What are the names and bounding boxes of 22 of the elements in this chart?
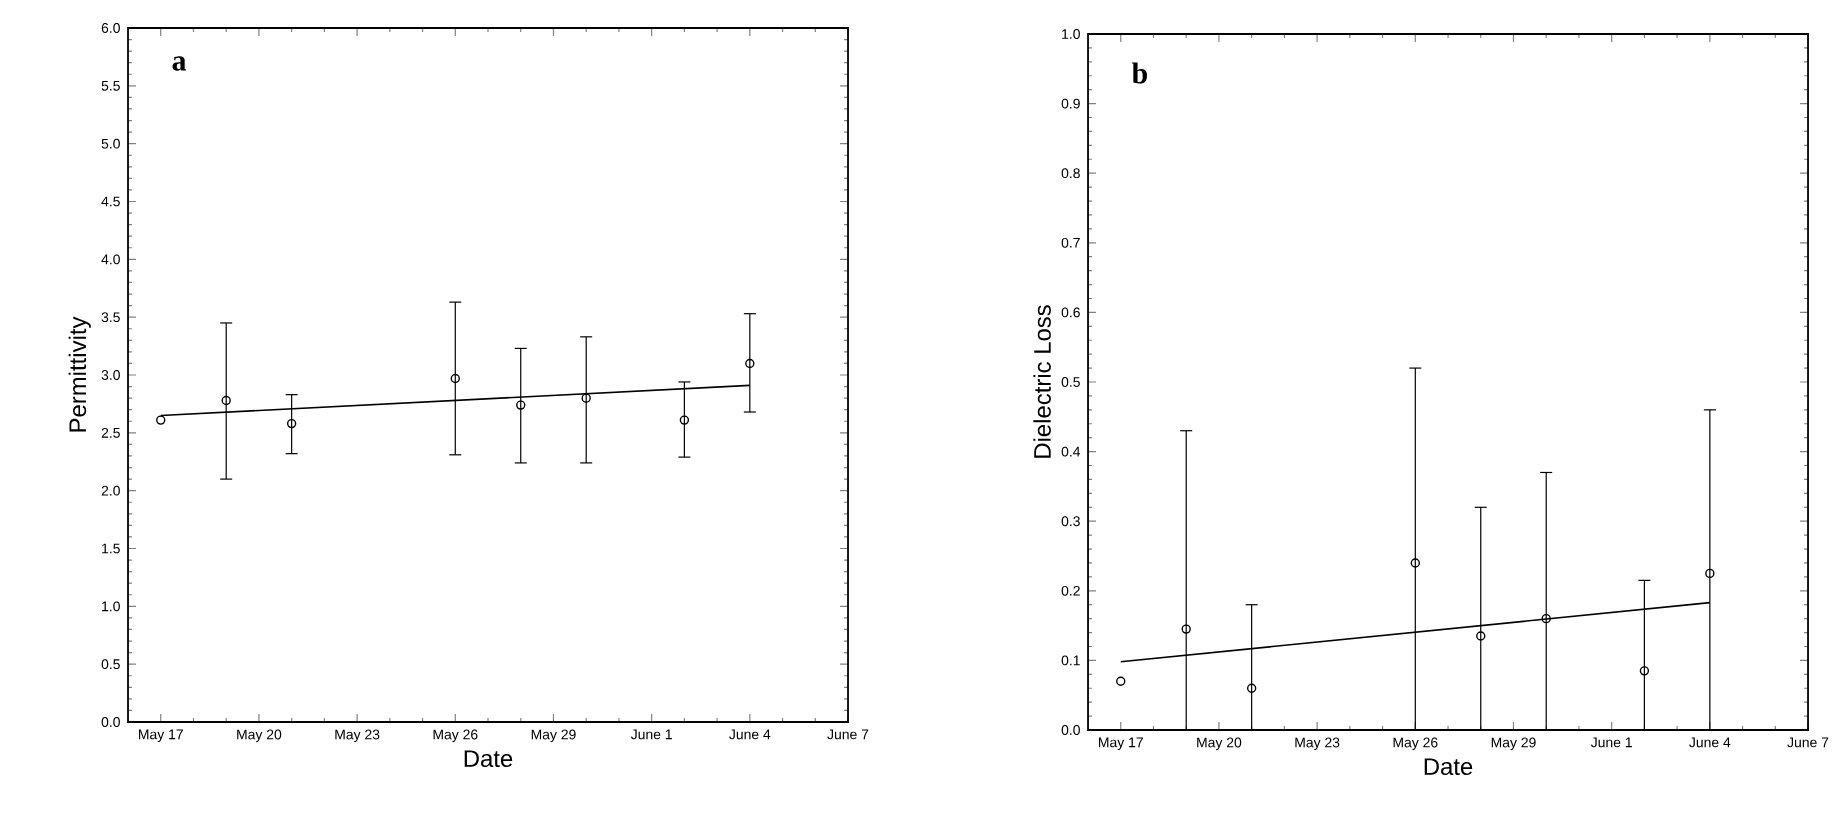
point: [1541, 613, 1551, 624]
point: [1181, 624, 1191, 634]
point: [1246, 683, 1257, 693]
y-axis-title: Permittivity: [68, 316, 91, 432]
annotation: a: [172, 56, 187, 71]
point: [450, 373, 460, 384]
y-axis-title: Dielectric Loss: [1033, 305, 1051, 458]
point: [156, 415, 166, 425]
point: [221, 395, 231, 406]
point: [1639, 666, 1650, 676]
annotation: b: [1131, 62, 1147, 84]
x-axis-title: Date: [1424, 758, 1473, 776]
point: [581, 393, 591, 403]
point: [679, 415, 690, 425]
point: [1476, 631, 1486, 641]
point: [516, 400, 526, 410]
point: [286, 418, 297, 429]
point: [1705, 568, 1715, 579]
point: [1116, 676, 1126, 686]
point: [745, 358, 755, 369]
point: [1410, 558, 1420, 568]
x-axis-title: Date: [464, 750, 513, 768]
